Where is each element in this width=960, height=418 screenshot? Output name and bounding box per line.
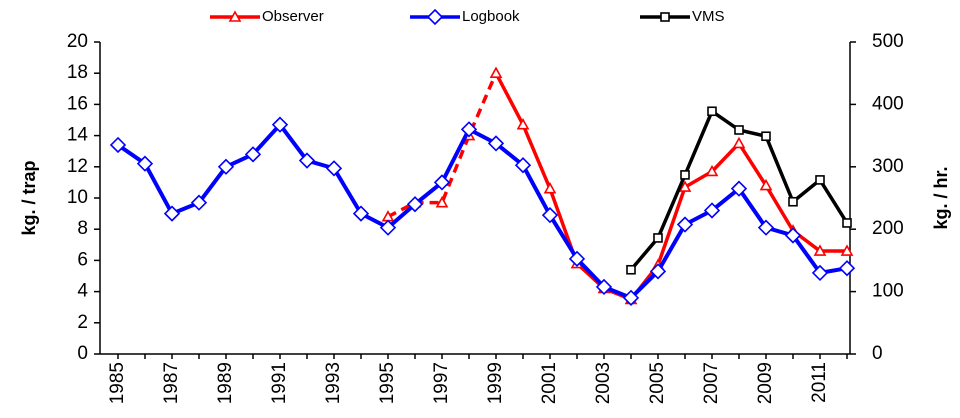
legend-label: Logbook bbox=[462, 8, 520, 25]
point bbox=[489, 66, 503, 78]
y2-tick-label: 200 bbox=[872, 218, 904, 239]
x-tick-label: 2007 bbox=[701, 362, 722, 404]
point bbox=[163, 205, 181, 222]
point bbox=[757, 219, 775, 236]
x-tick-label: 2011 bbox=[809, 362, 830, 403]
point bbox=[788, 196, 798, 207]
point bbox=[705, 164, 719, 177]
x-tick-label: 2009 bbox=[755, 362, 776, 404]
point bbox=[761, 131, 771, 142]
point bbox=[298, 152, 316, 169]
point bbox=[244, 146, 262, 163]
point bbox=[660, 12, 670, 22]
y-axis-label: kg. / trap bbox=[19, 160, 39, 235]
point bbox=[813, 244, 827, 256]
y2-tick-label: 100 bbox=[872, 281, 904, 302]
point bbox=[460, 121, 478, 138]
point bbox=[271, 116, 289, 133]
y-tick-label: 12 bbox=[67, 156, 88, 177]
point bbox=[190, 194, 208, 211]
x-tick-label: 1989 bbox=[215, 362, 236, 404]
point bbox=[568, 250, 586, 267]
series-line bbox=[494, 72, 847, 302]
point bbox=[514, 157, 532, 174]
y-tick-label: 16 bbox=[67, 93, 88, 114]
series-line bbox=[116, 122, 848, 300]
point bbox=[811, 264, 829, 282]
point bbox=[352, 205, 370, 222]
x-tick-label: 1999 bbox=[485, 362, 506, 404]
legend-label: VMS bbox=[692, 8, 725, 25]
point bbox=[840, 244, 854, 256]
y-tick-label: 14 bbox=[67, 125, 89, 146]
point bbox=[842, 218, 852, 228]
y-tick-label: 0 bbox=[77, 343, 88, 364]
point bbox=[678, 180, 692, 192]
x-tick-label: 2003 bbox=[593, 362, 614, 404]
point bbox=[406, 196, 424, 213]
y2-tick-label: 400 bbox=[872, 93, 904, 114]
point bbox=[676, 216, 694, 233]
point bbox=[838, 260, 856, 277]
point bbox=[516, 118, 530, 130]
point bbox=[707, 106, 717, 117]
point bbox=[784, 227, 802, 244]
y2-tick-label: 500 bbox=[872, 31, 904, 52]
x-tick-label: 1985 bbox=[107, 362, 128, 404]
y-tick-label: 10 bbox=[67, 187, 88, 208]
point bbox=[487, 135, 505, 152]
y2-tick-label: 0 bbox=[872, 343, 883, 364]
x-tick-label: 1991 bbox=[269, 362, 290, 404]
point bbox=[815, 175, 825, 185]
point bbox=[649, 263, 667, 280]
point bbox=[703, 202, 721, 219]
point bbox=[228, 10, 242, 22]
point bbox=[732, 136, 746, 149]
point bbox=[680, 170, 690, 180]
x-tick-label: 2001 bbox=[539, 362, 560, 404]
point bbox=[325, 160, 343, 177]
point bbox=[653, 233, 663, 243]
point bbox=[730, 180, 748, 197]
y-tick-label: 18 bbox=[67, 62, 88, 83]
series-line bbox=[387, 72, 498, 219]
legend-label: Observer bbox=[262, 8, 324, 25]
point bbox=[622, 289, 640, 306]
point bbox=[435, 196, 449, 208]
x-tick-label: 1987 bbox=[161, 362, 182, 404]
point bbox=[217, 158, 235, 175]
point bbox=[543, 181, 557, 194]
point bbox=[109, 136, 127, 154]
point bbox=[759, 178, 773, 191]
x-tick-label: 1997 bbox=[431, 362, 452, 404]
x-tick-label: 2005 bbox=[647, 362, 668, 404]
y2-axis-label: kg. / hr. bbox=[931, 166, 951, 229]
point bbox=[595, 278, 613, 296]
point bbox=[734, 125, 744, 135]
point bbox=[426, 8, 444, 26]
y-tick-label: 2 bbox=[77, 312, 88, 333]
x-tick-label: 1993 bbox=[323, 362, 344, 404]
point bbox=[433, 174, 451, 191]
y2-tick-label: 300 bbox=[872, 156, 904, 177]
point bbox=[136, 155, 154, 172]
point bbox=[626, 264, 636, 275]
y-tick-label: 20 bbox=[67, 31, 88, 52]
point bbox=[379, 219, 397, 236]
y-tick-label: 8 bbox=[77, 218, 88, 239]
y-tick-label: 4 bbox=[77, 281, 88, 302]
point bbox=[541, 207, 559, 224]
y-tick-label: 6 bbox=[77, 249, 88, 270]
x-tick-label: 1995 bbox=[377, 362, 398, 404]
